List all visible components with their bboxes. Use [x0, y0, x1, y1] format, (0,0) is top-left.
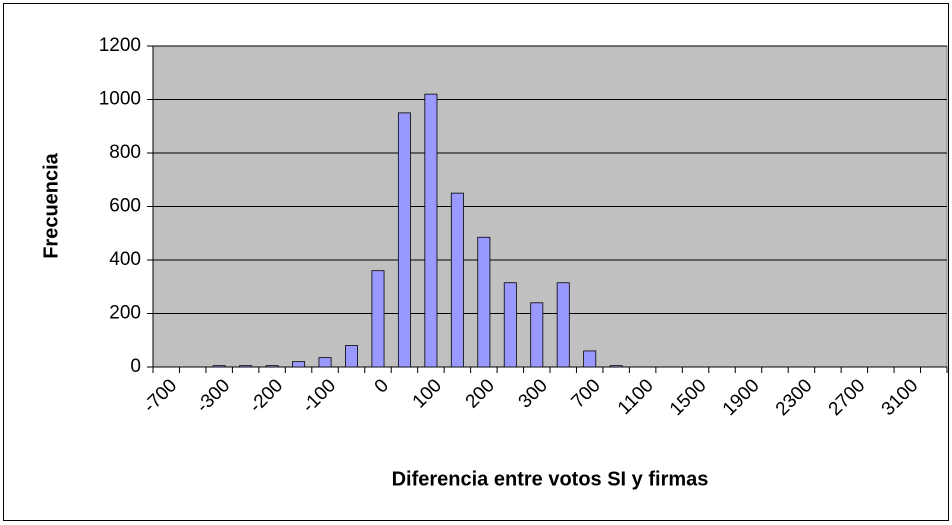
y-axis-title: Frecuencia: [40, 152, 62, 258]
bar: [292, 361, 306, 368]
y-tick-label: 1200: [99, 35, 141, 56]
y-tick-label: 800: [109, 142, 141, 163]
bar: [583, 350, 597, 368]
bar: [609, 365, 623, 368]
bar: [345, 345, 358, 368]
y-tick-label: 600: [109, 196, 141, 217]
y-tick-label: 400: [109, 249, 141, 270]
bar: [556, 282, 570, 368]
bar: [265, 365, 279, 368]
bar: [318, 357, 332, 368]
bar: [477, 236, 491, 368]
y-tick-label: 1000: [99, 89, 141, 110]
bar: [503, 282, 517, 368]
bar: [239, 365, 253, 368]
bar: [397, 112, 411, 368]
bar: [212, 365, 226, 368]
bar: [371, 270, 385, 368]
x-axis-title: Diferencia entre votos SI y firmas: [392, 468, 709, 490]
bar: [424, 93, 438, 368]
y-tick-label: 200: [109, 303, 141, 324]
bar: [530, 302, 544, 368]
y-tick-label: 0: [130, 356, 141, 377]
bar: [450, 192, 464, 368]
